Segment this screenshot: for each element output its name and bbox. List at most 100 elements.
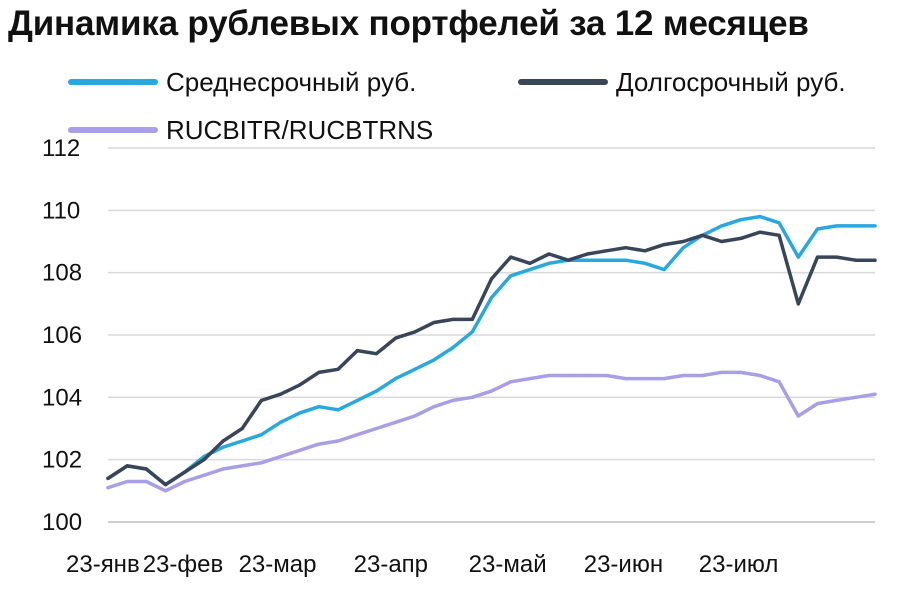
data-point <box>451 398 455 403</box>
data-point <box>815 401 820 406</box>
y-tick-label: 102 <box>42 447 82 474</box>
data-point <box>240 439 244 443</box>
data-point <box>413 367 417 371</box>
data-point <box>374 352 379 356</box>
data-point <box>566 258 570 262</box>
data-point <box>624 377 628 381</box>
data-point <box>547 261 551 265</box>
data-point <box>278 392 283 396</box>
data-point <box>298 411 302 415</box>
data-point <box>240 464 244 468</box>
data-point <box>720 239 724 244</box>
data-point <box>509 255 513 259</box>
data-point <box>183 479 187 484</box>
data-point <box>547 373 551 378</box>
data-point <box>777 380 781 384</box>
data-point <box>585 258 589 262</box>
data-point <box>528 377 532 381</box>
data-point <box>317 370 321 374</box>
data-point <box>528 261 532 265</box>
y-tick-label: 104 <box>42 384 82 411</box>
data-point <box>873 224 877 228</box>
data-point <box>106 486 110 490</box>
data-point <box>183 470 187 474</box>
data-point <box>413 414 417 418</box>
legend-item-index: RUCBITR/RUCBTRNS <box>68 114 433 146</box>
data-point <box>355 348 359 353</box>
data-point <box>413 330 417 334</box>
data-point <box>394 420 398 424</box>
data-point <box>259 461 263 465</box>
data-point <box>854 224 858 228</box>
data-point <box>547 252 551 256</box>
legend-label-medium-term: Среднесрочный руб. <box>166 66 417 97</box>
data-point <box>298 383 302 387</box>
data-point <box>355 398 359 403</box>
data-point <box>221 467 225 471</box>
data-point <box>700 373 705 378</box>
data-point <box>739 236 743 240</box>
data-point <box>221 439 225 443</box>
data-point <box>700 233 705 237</box>
x-tick-label: 23-фев <box>143 551 224 578</box>
data-point <box>394 336 398 340</box>
data-point <box>739 370 743 374</box>
y-tick-label: 112 <box>42 135 80 162</box>
legend-swatch-medium-term <box>68 79 158 85</box>
data-point <box>125 479 129 484</box>
data-point <box>758 214 762 219</box>
data-point <box>336 367 340 371</box>
data-point <box>432 358 436 362</box>
data-point <box>815 255 820 259</box>
data-point <box>374 426 379 431</box>
data-point <box>336 408 340 412</box>
data-point <box>681 373 685 378</box>
data-point <box>144 479 148 484</box>
data-point <box>854 395 858 399</box>
data-point <box>873 392 877 396</box>
data-point <box>835 224 839 228</box>
data-point <box>796 302 800 306</box>
data-point <box>144 467 148 471</box>
legend-item-long-term: Долгосрочный руб. <box>518 66 846 98</box>
data-point <box>604 249 609 253</box>
data-point <box>317 405 321 409</box>
data-point <box>643 261 647 265</box>
legend-swatch-index <box>68 127 158 133</box>
data-point <box>585 373 589 378</box>
data-point <box>163 483 168 487</box>
data-point <box>317 442 321 446</box>
data-point <box>566 373 570 378</box>
data-point <box>259 433 263 437</box>
data-point <box>815 227 820 231</box>
data-point <box>720 224 724 228</box>
data-point <box>451 345 455 350</box>
data-point <box>777 233 781 237</box>
data-point <box>681 246 685 250</box>
data-point <box>873 258 877 262</box>
data-point <box>355 433 359 437</box>
chart-title: Динамика рублевых портфелей за 12 месяце… <box>8 4 809 43</box>
x-tick-label: 23-июн <box>584 551 663 578</box>
data-point <box>720 370 724 374</box>
data-point <box>202 458 206 462</box>
data-point <box>662 267 666 272</box>
x-tick-label: 23-мар <box>239 551 317 578</box>
x-tick-label: 23-июл <box>699 551 779 578</box>
data-point <box>278 454 283 459</box>
legend-swatch-long-term <box>518 79 608 85</box>
data-point <box>662 377 666 381</box>
data-point <box>835 398 839 403</box>
data-point <box>796 414 800 418</box>
x-tick-label: 23-янв <box>66 551 140 578</box>
data-point <box>604 373 609 378</box>
data-point <box>298 448 302 452</box>
data-point <box>489 389 494 393</box>
data-point <box>662 243 666 247</box>
data-point <box>489 296 494 300</box>
data-point <box>854 258 858 262</box>
data-point <box>470 395 474 399</box>
data-point <box>470 330 474 334</box>
data-point <box>777 221 781 225</box>
